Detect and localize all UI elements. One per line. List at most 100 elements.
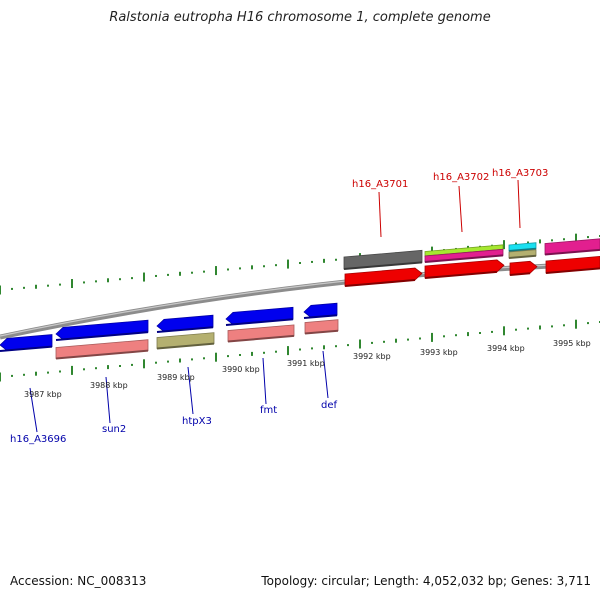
genome-summary-text: Topology: circular; Length: 4,052,032 bp… [261,574,591,588]
upper-tick [119,278,121,281]
gene-h16-a3702-cds-shadow [424,270,498,279]
lower-tick [335,345,337,348]
scale-label: 3988 kbp [90,381,128,390]
upper-tick [287,259,289,269]
lower-tick [347,344,349,347]
gene-sun2-rna-shadow [55,349,149,360]
upper-tick [179,271,181,276]
lower-tick [251,351,253,356]
lower-tick [419,337,421,340]
gene-next-cds-shadow [545,267,600,274]
upper-tick [275,264,277,267]
upper-tick [95,280,97,283]
gene-def-shadow [303,314,338,319]
leader-fmt [262,357,267,405]
lower-tick [0,372,1,382]
scale-label: 3987 kbp [24,390,62,399]
lower-tick [395,338,397,343]
leader-sun2 [105,376,111,424]
upper-tick [167,273,169,276]
leader-htpx3 [187,366,194,415]
lower-tick [23,373,25,376]
lower-tick [107,365,109,370]
scale-label: 3995 kbp [553,339,591,348]
gene-h16-a3702-band-shadow [424,254,504,263]
feature-labels: h16_A3701 h16_A3702 h16_A3703 h16_A3696 sun2… [10,168,591,445]
lower-tick [11,374,13,377]
gene-label-top: h16_A3702 [433,172,489,183]
scale-label: 3992 kbp [353,352,391,361]
gene-label-bottom: sun2 [102,424,126,435]
gene-sun2-rna [55,339,149,359]
upper-tick [191,271,193,274]
gene-label-bottom: htpX3 [182,416,212,427]
gene-h16-a3702-cds [424,259,505,279]
upper-tick [203,270,205,273]
upper-tick [11,287,13,290]
gene-h16-a3701-shadow [343,261,423,270]
lower-tick [275,350,277,353]
upper-tick [539,239,541,244]
lower-tick [479,332,481,334]
lower-tick [167,360,169,363]
upper-tick [47,284,49,287]
gene-next-upper-shadow [544,248,600,256]
lower-tick [215,352,217,362]
lower-tick [299,348,301,351]
gene-fmt-rna-shadow [227,334,295,343]
scale-label: 3991 kbp [287,359,325,368]
upper-tick [515,242,517,245]
lower-tick [587,322,589,325]
upper-tick [35,284,37,289]
leader-h16-a3702 [458,185,463,233]
upper-tick [83,281,85,284]
lower-tick [119,365,121,367]
lower-tick [263,351,265,354]
lower-tick [443,335,445,338]
upper-tick [239,267,241,270]
lower-tick [227,355,229,358]
label-leader-lines [29,179,521,433]
upper-tick [23,286,25,289]
lower-tick [407,338,409,341]
upper-tick [251,265,253,270]
gene-h16-a3703-shadow [508,247,537,252]
lower-tick [59,370,61,373]
lower-tick [203,357,205,360]
gene-label-bottom: h16_A3696 [10,434,66,445]
scale-label: 3993 kbp [420,348,458,357]
lower-tick [143,359,145,369]
upper-tick [0,285,1,295]
gene-h16-a3696-shadow [0,345,53,352]
map-title: Ralstonia eutropha H16 chromosome 1, com… [109,10,491,25]
leader-h16-a3701 [378,191,382,238]
gene-label-top: h16_A3703 [492,168,548,179]
gene-fmt-shadow [225,318,294,326]
upper-tick [335,258,337,261]
lower-tick [455,334,457,337]
scale-label: 3989 kbp [157,373,195,382]
gene-label-bottom: def [321,400,338,411]
upper-tick [155,274,157,277]
lower-tick [323,345,325,350]
upper-tick [527,241,529,244]
gene-h16-a3703-cds-shadow [509,272,531,276]
lower-tick [575,319,577,329]
gene-h16-a3701-cds [344,267,423,287]
lower-tick [95,367,97,370]
lower-tick-row [0,319,600,382]
upper-tick [227,268,229,271]
upper-tick [551,239,553,242]
gene-features [0,238,600,360]
lower-tick [527,327,529,330]
upper-tick [323,258,325,263]
lower-tick [503,326,505,336]
gene-htpx3-shadow [156,326,214,333]
lower-tick [131,363,133,366]
leader-def [322,350,329,399]
gene-label-top: h16_A3701 [352,179,408,190]
gene-h16-a3703-band-shadow [508,254,537,259]
lower-tick [383,340,385,343]
lower-tick [431,332,433,342]
